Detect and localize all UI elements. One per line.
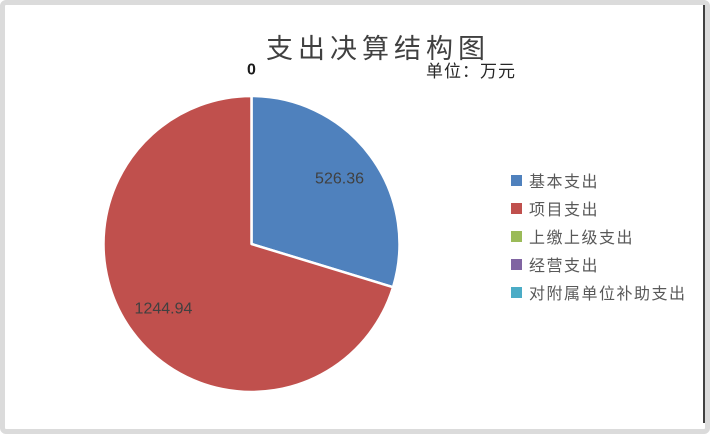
legend-label-1: 项目支出 [529, 202, 600, 219]
legend-swatch-1 [511, 202, 522, 214]
legend-swatch-3 [511, 258, 522, 270]
legend: 基本支出项目支出上缴上级支出 经营支出对附属单位补助支出 [511, 170, 687, 303]
legend-label-4: 对附属单位补助支出 [529, 286, 687, 303]
legend-swatch-4 [511, 286, 522, 298]
legend-item-1: 项目支出 [511, 198, 687, 219]
legend-swatch-2 [511, 230, 522, 242]
data-label-2: 0 [247, 62, 256, 79]
legend-item-3: 经营支出 [511, 254, 687, 275]
legend-item-0: 基本支出 [511, 170, 687, 191]
legend-item-2: 上缴上级支出 [511, 226, 687, 247]
legend-label-3: 经营支出 [529, 258, 600, 275]
chart-title: 支出决算结构图 [266, 34, 490, 64]
right-border-line [703, 5, 705, 423]
data-label-0: 526.36 [315, 170, 364, 187]
unit-label: 单位：万元 [426, 62, 516, 81]
data-label-1: 1244.94 [135, 301, 193, 318]
pie-slice-0 [250, 94, 401, 289]
legend-label-2: 上缴上级支出 [529, 230, 635, 247]
legend-swatch-0 [511, 174, 522, 186]
legend-label-0: 基本支出 [529, 174, 600, 191]
legend-item-4: 对附属单位补助支出 [511, 282, 687, 303]
pie-slice-1 [102, 94, 395, 394]
